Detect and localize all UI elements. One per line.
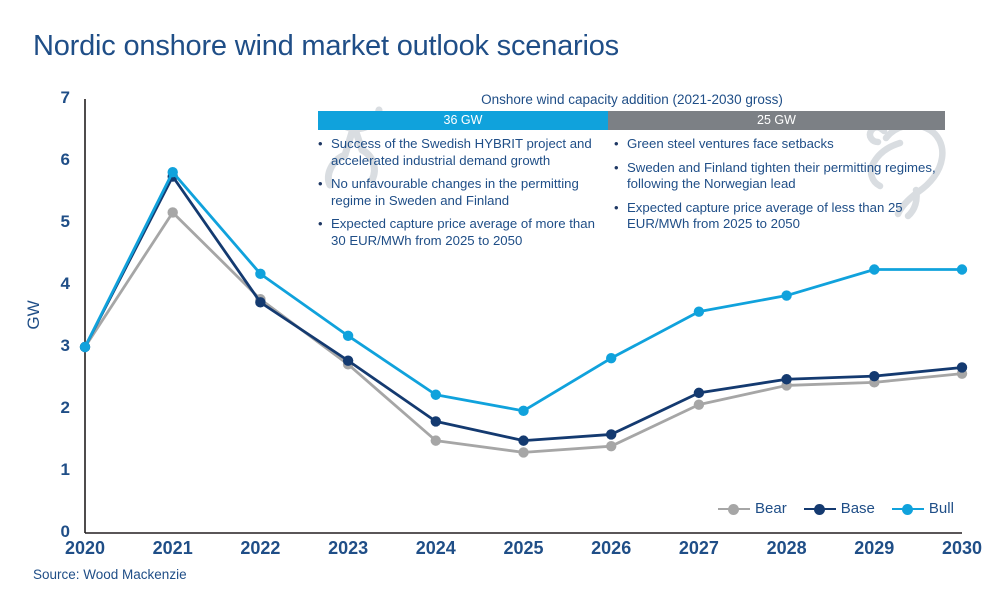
x-tick-2030: 2030 bbox=[941, 538, 983, 558]
data-point-base-2025 bbox=[518, 435, 529, 446]
y-tick-5: 5 bbox=[60, 212, 70, 231]
bullet-item: • Sweden and Finland tighten their permit… bbox=[614, 160, 954, 193]
y-tick-4: 4 bbox=[60, 274, 70, 293]
x-tick-2025: 2025 bbox=[503, 538, 544, 558]
series-bull bbox=[79, 166, 968, 417]
bullet-text: Expected capture price average of less t… bbox=[627, 199, 903, 232]
bullet-list-bear: • Green steel ventures face setbacks • Swed… bbox=[614, 136, 954, 240]
bullet-item: • Expected capture price average of less … bbox=[614, 200, 954, 233]
data-point-bull-2027 bbox=[693, 306, 705, 317]
data-point-bull-2025 bbox=[518, 405, 529, 417]
data-point-base-2024 bbox=[430, 416, 441, 427]
bullet-dot-icon: • bbox=[614, 159, 619, 175]
page-title: Nordic onshore wind market outlook scena… bbox=[33, 30, 619, 62]
data-point-bear-2027 bbox=[693, 399, 705, 410]
x-tick-2020: 2020 bbox=[64, 538, 106, 558]
data-point-bull-2023 bbox=[342, 330, 354, 342]
bullet-text: No unfavourable changes in the permittin… bbox=[331, 176, 579, 208]
x-tick-2026: 2026 bbox=[591, 538, 632, 558]
x-tick-2029: 2029 bbox=[854, 538, 895, 558]
bullet-dot-icon: • bbox=[614, 136, 619, 151]
data-point-bear-2024 bbox=[430, 435, 441, 446]
y-tick-1: 1 bbox=[60, 460, 70, 479]
segment-bar-bull: 36 GW bbox=[318, 111, 608, 130]
x-tick-2027: 2027 bbox=[678, 538, 719, 558]
overlay-heading: Onshore wind capacity addition (2021-203… bbox=[481, 92, 783, 107]
legend-label: Bull bbox=[928, 500, 954, 517]
data-point-base-2022 bbox=[255, 297, 266, 308]
data-point-base-2023 bbox=[342, 355, 354, 366]
bullet-text: Green steel ventures face setbacks bbox=[627, 136, 834, 151]
data-point-bull-2030 bbox=[956, 264, 968, 275]
data-point-bear-2021 bbox=[167, 207, 178, 218]
x-tick-2024: 2024 bbox=[415, 538, 456, 558]
data-point-bear-2026 bbox=[606, 441, 617, 452]
data-point-bull-2020 bbox=[79, 341, 91, 353]
data-point-base-2029 bbox=[869, 370, 880, 382]
y-tick-0: 0 bbox=[60, 522, 70, 541]
bullet-dot-icon: • bbox=[318, 136, 323, 151]
bullet-item: • Expected capture price average of more … bbox=[318, 216, 608, 249]
x-tick-2021: 2021 bbox=[152, 538, 193, 558]
y-tick-6: 6 bbox=[60, 150, 70, 169]
bullet-dot-icon: • bbox=[318, 216, 323, 231]
legend-swatch-icon bbox=[891, 503, 924, 515]
y-tick-3: 3 bbox=[60, 336, 70, 355]
data-point-bull-2028 bbox=[781, 290, 792, 301]
x-tick-2022: 2022 bbox=[240, 538, 281, 558]
y-tick-2: 2 bbox=[60, 398, 70, 417]
legend-item-bear[interactable]: Bear bbox=[718, 500, 787, 517]
data-point-base-2028 bbox=[781, 374, 792, 385]
data-point-base-2030 bbox=[956, 362, 968, 373]
bullet-item: • Success of the Swedish HYBRIT project a… bbox=[318, 136, 608, 169]
bullet-list-bull: • Success of the Swedish HYBRIT project a… bbox=[318, 136, 608, 256]
data-point-base-2026 bbox=[606, 429, 617, 440]
data-point-bull-2026 bbox=[606, 352, 617, 364]
chart-legend: Bear Base Bull bbox=[718, 500, 954, 517]
data-point-bull-2024 bbox=[430, 389, 441, 400]
segment-bar-bear: 25 GW bbox=[608, 111, 945, 130]
data-point-bull-2021 bbox=[167, 166, 178, 178]
bullet-text: Expected capture price average of more t… bbox=[331, 216, 595, 248]
bullet-text: Success of the Swedish HYBRIT project an… bbox=[331, 136, 592, 168]
legend-label: Bear bbox=[755, 500, 787, 517]
data-point-bull-2022 bbox=[255, 268, 266, 280]
bullet-text: Sweden and Finland tighten their permitt… bbox=[627, 159, 936, 192]
data-point-base-2027 bbox=[693, 387, 705, 399]
legend-item-base[interactable]: Base bbox=[803, 500, 875, 517]
legend-swatch-icon bbox=[803, 503, 836, 515]
bullet-dot-icon: • bbox=[614, 199, 619, 215]
y-tick-7: 7 bbox=[60, 88, 70, 107]
x-tick-2028: 2028 bbox=[766, 538, 807, 558]
bullet-dot-icon: • bbox=[318, 176, 323, 191]
legend-item-bull[interactable]: Bull bbox=[891, 500, 954, 517]
bullet-item: • No unfavourable changes in the permitti… bbox=[318, 176, 608, 209]
bullet-item: • Green steel ventures face setbacks bbox=[614, 136, 954, 153]
data-point-bull-2029 bbox=[869, 264, 880, 275]
legend-label: Base bbox=[840, 500, 875, 517]
data-point-bear-2025 bbox=[518, 447, 529, 458]
series-layer bbox=[79, 166, 968, 458]
legend-swatch-icon bbox=[718, 503, 750, 515]
x-tick-2023: 2023 bbox=[328, 538, 369, 558]
source-note: Source: Wood Mackenzie bbox=[33, 567, 187, 582]
